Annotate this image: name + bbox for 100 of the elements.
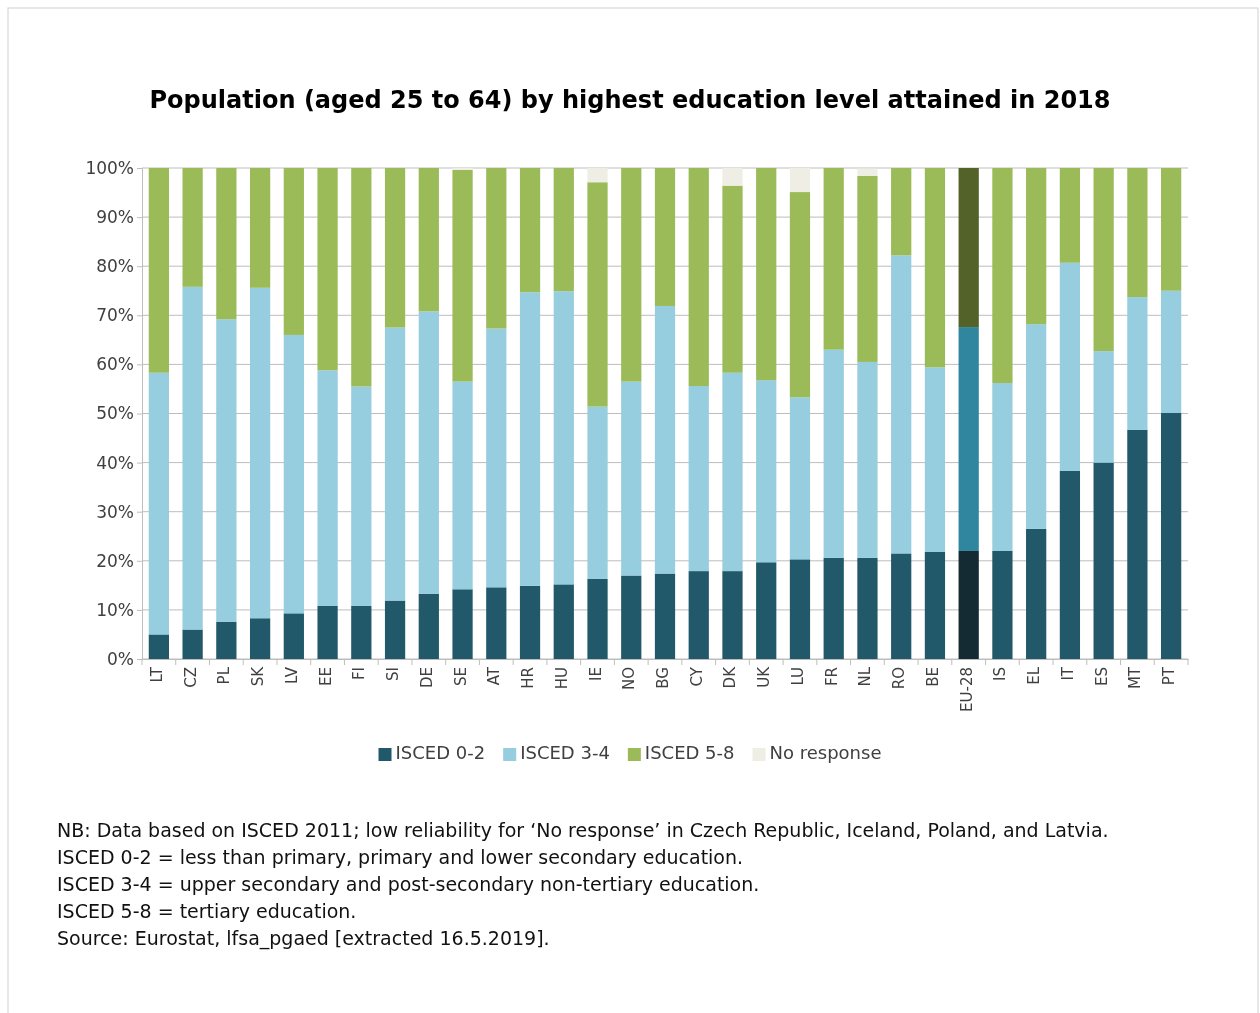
- bar: [1026, 528, 1047, 659]
- bar: [317, 605, 338, 659]
- x-tick-label: NO: [620, 667, 639, 691]
- bar: [756, 562, 777, 659]
- x-tick-label: IS: [991, 667, 1010, 681]
- legend-label: No response: [769, 742, 882, 763]
- bar: [823, 557, 844, 659]
- text: ISCED 0-2 = less than primary, primary and lower secondary education.: [57, 846, 744, 868]
- bar: [1127, 297, 1148, 430]
- bar: [587, 182, 608, 407]
- bar: [1059, 470, 1081, 659]
- bar: [688, 386, 709, 572]
- bar: [789, 559, 811, 659]
- bar: [756, 168, 777, 381]
- bar: [924, 367, 946, 552]
- bar: [452, 381, 473, 590]
- x-tick-label: BG: [654, 667, 672, 689]
- bar: [553, 584, 574, 659]
- x-tick-label: SI: [384, 667, 403, 681]
- x-tick-label: CY: [687, 666, 706, 687]
- bar: [249, 287, 271, 619]
- bar: [1127, 429, 1148, 659]
- bar: [823, 349, 844, 558]
- bar: [519, 292, 541, 586]
- bar: [216, 168, 237, 320]
- bar: [418, 168, 439, 312]
- bar: [486, 328, 507, 588]
- x-tick-label: DK: [721, 665, 740, 689]
- y-tick-label: 80%: [96, 256, 134, 277]
- y-tick-label: 0%: [107, 648, 134, 669]
- bar: [1161, 413, 1182, 659]
- bar: [789, 168, 811, 193]
- y-tick-label: 90%: [96, 207, 134, 228]
- y-tick-label: 30%: [96, 501, 134, 522]
- bar: [1093, 462, 1114, 659]
- bar: [351, 386, 372, 606]
- bar: [182, 286, 203, 630]
- text: ISCED 5-8 = tertiary education.: [57, 900, 357, 922]
- bar: [148, 168, 169, 373]
- bar: [148, 634, 169, 659]
- bar: [283, 334, 304, 614]
- x-tick-label: LU: [788, 667, 807, 686]
- x-tick-label: PL: [215, 666, 234, 685]
- bar: [958, 168, 979, 328]
- bar: [722, 571, 743, 659]
- bar: [553, 168, 574, 292]
- y-tick-label: 70%: [96, 305, 134, 326]
- bar: [283, 168, 304, 335]
- x-tick-label: HU: [552, 667, 571, 690]
- bar: [857, 557, 878, 659]
- x-tick-label: CZ: [181, 667, 200, 688]
- legend-label: ISCED 3-4: [520, 742, 610, 763]
- bar: [958, 327, 979, 551]
- legend-label: ISCED 0-2: [395, 742, 486, 763]
- y-tick-label: 40%: [96, 452, 134, 473]
- bar: [418, 593, 439, 659]
- y-tick-label: 50%: [96, 403, 134, 424]
- bar: [249, 618, 271, 659]
- bar: [1161, 290, 1182, 414]
- bar: [992, 168, 1013, 384]
- y-tick-label: 20%: [96, 550, 134, 571]
- x-tick-label: ES: [1092, 667, 1111, 686]
- bar: [654, 168, 676, 306]
- bar: [823, 168, 844, 350]
- bar: [924, 551, 946, 659]
- bar: [317, 370, 338, 606]
- bar: [587, 406, 608, 579]
- bar: [249, 168, 271, 288]
- bar: [722, 168, 743, 186]
- x-tick-label: MT: [1126, 666, 1145, 690]
- bar: [621, 575, 642, 659]
- x-tick-label: IE: [586, 667, 605, 681]
- bar: [553, 291, 574, 585]
- bar: [891, 255, 912, 554]
- bar: [384, 327, 406, 601]
- x-tick-label: SE: [451, 667, 470, 686]
- bar: [1026, 324, 1047, 529]
- bar: [519, 585, 541, 659]
- bar: [924, 168, 946, 368]
- legend-label: ISCED 5-8: [644, 742, 735, 763]
- bar: [857, 168, 878, 176]
- x-tick-label: LV: [282, 666, 301, 684]
- x-tick-label: LT: [147, 666, 166, 683]
- bar: [891, 168, 912, 256]
- bar: [1127, 168, 1148, 298]
- bar: [283, 613, 304, 659]
- bar: [351, 168, 372, 387]
- bar: [351, 605, 372, 659]
- bar: [621, 381, 642, 576]
- bar: [1026, 168, 1047, 325]
- bar: [1093, 168, 1114, 352]
- bar: [384, 600, 406, 659]
- bar: [688, 571, 709, 659]
- bar: [182, 629, 203, 659]
- bar: [1161, 168, 1182, 291]
- x-tick-label: NL: [856, 666, 875, 687]
- x-tick-label: PT: [1160, 666, 1179, 686]
- bar: [216, 319, 237, 622]
- x-tick-label: AT: [485, 666, 504, 686]
- bar: [789, 192, 811, 398]
